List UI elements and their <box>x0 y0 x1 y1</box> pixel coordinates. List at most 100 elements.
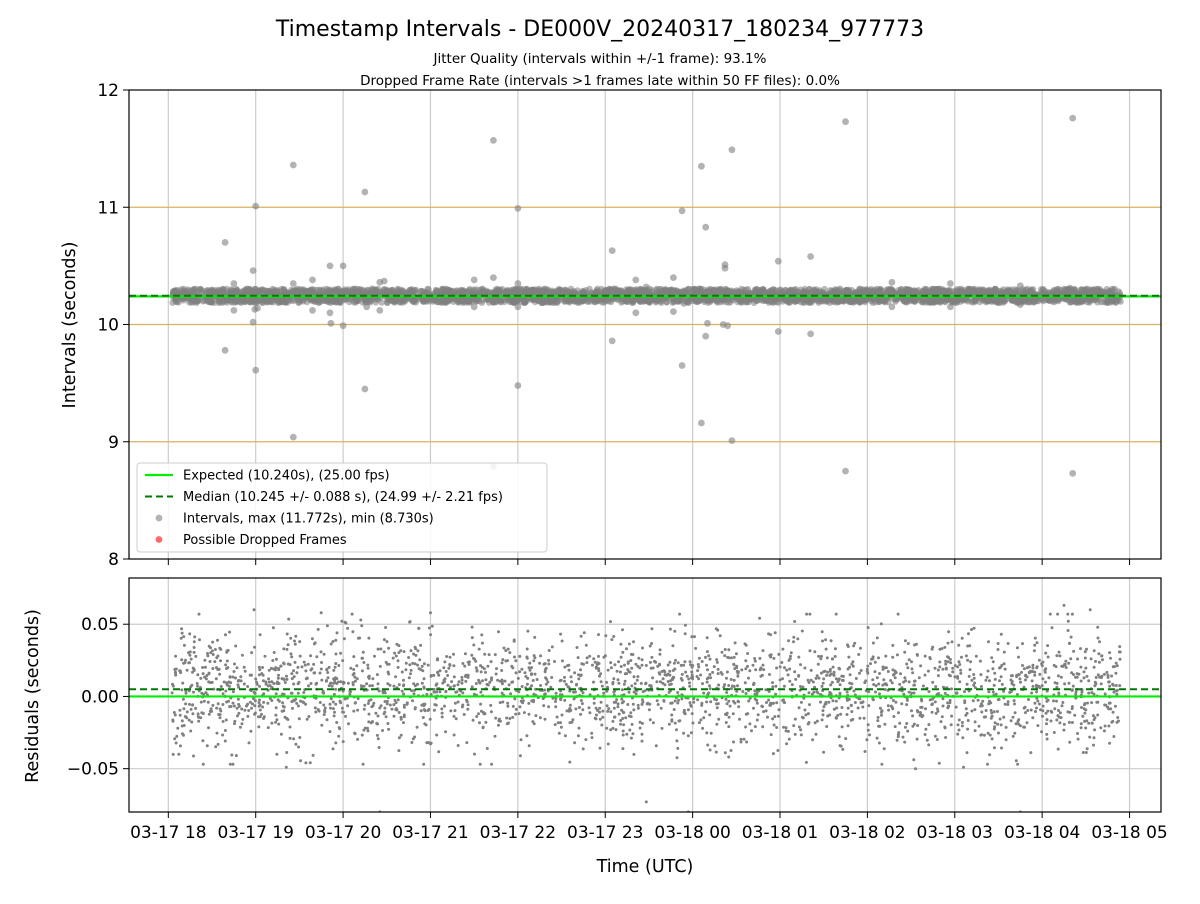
residual-point <box>711 671 714 674</box>
residual-point <box>628 643 631 646</box>
residual-point <box>1084 657 1087 660</box>
residual-point <box>574 707 577 710</box>
residual-point <box>312 754 315 757</box>
residual-point <box>1050 710 1053 713</box>
residual-point <box>629 711 632 714</box>
residual-point <box>294 661 297 664</box>
residual-point <box>368 713 371 716</box>
interval-outlier-point <box>515 205 522 212</box>
residual-point <box>442 666 445 669</box>
residual-point <box>740 668 743 671</box>
residual-point <box>329 707 332 710</box>
residual-point <box>411 699 414 702</box>
residual-point <box>623 683 626 686</box>
interval-outlier-point <box>363 304 370 311</box>
residual-point <box>1100 682 1103 685</box>
residual-point <box>335 721 338 724</box>
residual-point <box>456 683 459 686</box>
residual-point <box>959 669 962 672</box>
residual-point <box>377 682 380 685</box>
interval-point <box>535 288 541 294</box>
residual-point <box>942 705 945 708</box>
residual-point <box>361 669 364 672</box>
residual-point <box>547 663 550 666</box>
residual-point <box>605 681 608 684</box>
residual-point <box>539 716 542 719</box>
residual-point <box>756 691 759 694</box>
residual-point <box>1112 711 1115 714</box>
residual-point <box>475 715 478 718</box>
residual-point <box>446 674 449 677</box>
residual-point <box>586 656 589 659</box>
residual-point <box>275 658 278 661</box>
residual-point <box>737 705 740 708</box>
residual-point <box>1084 667 1087 670</box>
residual-point <box>1108 651 1111 654</box>
residual-point <box>1042 705 1045 708</box>
residual-point <box>1109 707 1112 710</box>
interval-outlier-point <box>807 331 814 338</box>
residual-point <box>206 654 209 657</box>
residual-point <box>852 644 855 647</box>
residual-point <box>445 670 448 673</box>
residual-point <box>526 648 529 651</box>
interval-point <box>535 298 541 304</box>
residual-point <box>298 736 301 739</box>
residual-point <box>453 715 456 718</box>
residual-point <box>560 726 563 729</box>
residual-point <box>744 681 747 684</box>
residual-point <box>908 658 911 661</box>
residual-point <box>629 671 632 674</box>
residual-point <box>271 659 274 662</box>
residual-point <box>793 620 796 623</box>
residual-point <box>210 707 213 710</box>
residual-point <box>958 660 961 663</box>
residual-point <box>419 644 422 647</box>
residual-point <box>216 732 219 735</box>
residual-point <box>486 665 489 668</box>
residual-point <box>1007 642 1010 645</box>
residual-point <box>996 723 999 726</box>
residual-point <box>667 680 670 683</box>
interval-point <box>245 286 251 292</box>
legend-label: Median (10.245 +/- 0.088 s), (24.99 +/- … <box>183 490 503 505</box>
residual-point <box>261 666 264 669</box>
residual-point <box>997 642 1000 645</box>
residual-point <box>652 721 655 724</box>
residual-point <box>958 680 961 683</box>
residual-point <box>292 683 295 686</box>
residual-point <box>887 709 890 712</box>
residual-point <box>455 717 458 720</box>
residual-point <box>641 658 644 661</box>
residual-point <box>484 678 487 681</box>
residual-point <box>356 738 359 741</box>
residual-point <box>706 744 709 747</box>
residual-point <box>1068 682 1071 685</box>
residual-point <box>1031 664 1034 667</box>
residual-point <box>211 641 214 644</box>
residual-point <box>772 752 775 755</box>
residual-point <box>668 661 671 664</box>
residual-point <box>931 681 934 684</box>
residual-point <box>1118 684 1121 687</box>
interval-outlier-point <box>340 263 347 270</box>
residual-point <box>352 710 355 713</box>
interval-outlier-point <box>471 277 478 284</box>
residual-point <box>220 685 223 688</box>
residual-point <box>678 719 681 722</box>
residual-point <box>323 653 326 656</box>
residual-point <box>961 724 964 727</box>
residual-point <box>854 701 857 704</box>
residual-point <box>336 631 339 634</box>
residual-point <box>351 630 354 633</box>
residual-point <box>938 661 941 664</box>
interval-point <box>577 297 583 303</box>
interval-point <box>336 286 342 292</box>
residual-point <box>716 706 719 709</box>
residual-point <box>390 708 393 711</box>
interval-outlier-point <box>340 322 347 329</box>
residual-point <box>264 655 267 658</box>
interval-point <box>181 289 187 295</box>
residual-point <box>280 733 283 736</box>
residual-point <box>750 729 753 732</box>
